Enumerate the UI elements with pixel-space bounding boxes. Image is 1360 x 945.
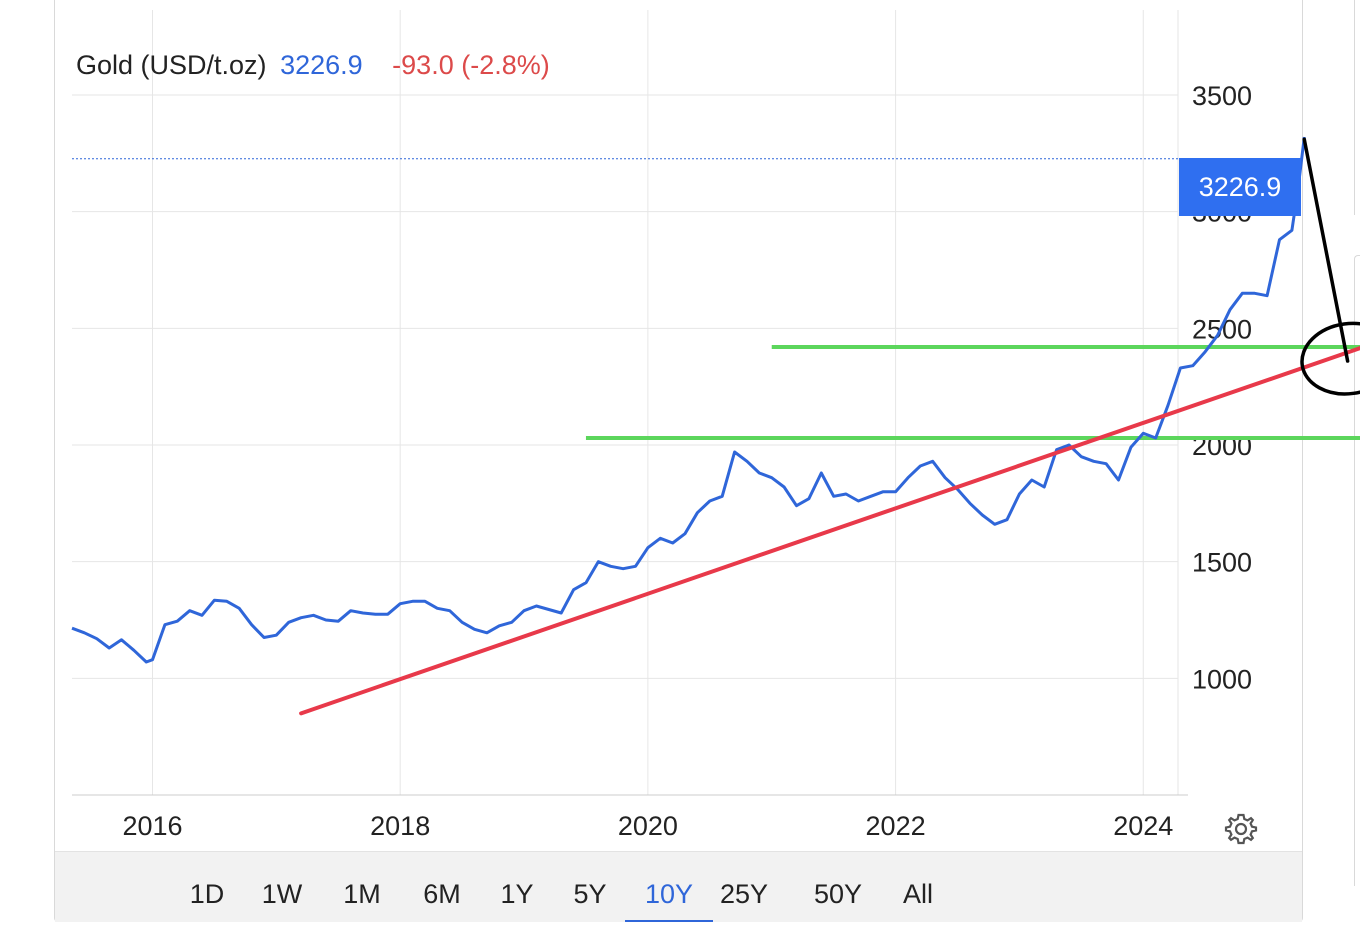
x-tick-label: 2016 bbox=[122, 811, 182, 841]
adjacent-panel-edge-lower bbox=[1354, 255, 1360, 886]
trend-line bbox=[299, 346, 1360, 716]
range-button-50y[interactable]: 50Y bbox=[813, 879, 863, 909]
instrument-name: Gold (USD/t.oz) bbox=[76, 50, 267, 80]
chart-title: Gold (USD/t.oz) 3226.9 -93.0 (-2.8%) bbox=[76, 50, 550, 81]
x-tick-label: 2024 bbox=[1113, 811, 1173, 841]
range-button-1w[interactable]: 1W bbox=[261, 879, 303, 909]
range-button-25y[interactable]: 25Y bbox=[719, 879, 769, 909]
annotation-ellipse bbox=[1300, 321, 1360, 396]
price-change: -93.0 (-2.8%) bbox=[392, 50, 550, 80]
range-button-6m[interactable]: 6M bbox=[423, 879, 461, 909]
x-tick-label: 2022 bbox=[866, 811, 926, 841]
y-tick-label: 3500 bbox=[1192, 81, 1252, 111]
price-series-line bbox=[71, 136, 1306, 664]
range-button-1d[interactable]: 1D bbox=[189, 879, 225, 909]
y-tick-label: 1500 bbox=[1192, 548, 1252, 578]
current-price: 3226.9 bbox=[280, 50, 363, 80]
x-tick-label: 2020 bbox=[618, 811, 678, 841]
gear-icon[interactable] bbox=[1224, 812, 1258, 846]
range-button-5y[interactable]: 5Y bbox=[573, 879, 607, 909]
last-price-badge-text: 3226.9 bbox=[1198, 171, 1282, 202]
x-tick-label: 2018 bbox=[370, 811, 430, 841]
range-button-10y[interactable]: 10Y bbox=[625, 852, 713, 922]
range-button-all[interactable]: All bbox=[902, 879, 933, 909]
last-price-badge: 3226.9 bbox=[1179, 158, 1301, 216]
y-tick-label: 2000 bbox=[1192, 431, 1252, 461]
range-button-1m[interactable]: 1M bbox=[343, 879, 381, 909]
range-button-1y[interactable]: 1Y bbox=[500, 879, 534, 909]
y-tick-label: 1000 bbox=[1192, 664, 1252, 694]
range-selector: 1D 1W 1M 6M 1Y 5Y 10Y 25Y 50Y All bbox=[55, 851, 1302, 922]
adjacent-panel-edge bbox=[1354, 0, 1355, 215]
